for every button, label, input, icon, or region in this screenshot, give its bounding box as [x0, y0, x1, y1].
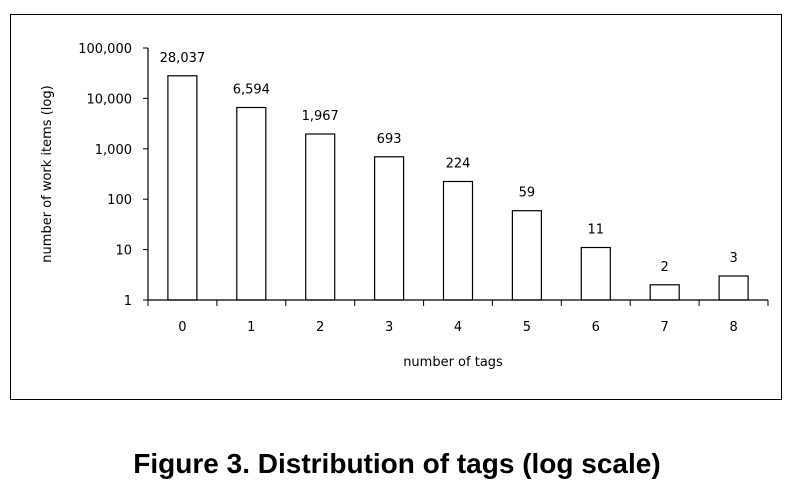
y-axis-title: number of work items (log) [40, 85, 55, 262]
value-label-7: 2 [661, 260, 669, 275]
value-label-3: 693 [377, 132, 402, 147]
bar-7 [649, 284, 680, 301]
x-axis-title: number of tags [403, 355, 503, 370]
figure-caption: Figure 3. Distribution of tags (log scal… [133, 448, 661, 479]
y-tick-label-2: 100 [107, 193, 132, 208]
value-label-6: 11 [588, 223, 605, 238]
y-tick-label-0: 1 [124, 294, 132, 309]
bar-8 [718, 275, 749, 301]
x-tick-label-4: 4 [454, 320, 462, 335]
bar-3 [374, 156, 405, 301]
value-label-5: 59 [519, 186, 536, 201]
value-label-2: 1,967 [302, 109, 339, 124]
x-tick-label-1: 1 [247, 320, 255, 335]
bar-2 [305, 133, 336, 301]
chart-frame [10, 14, 782, 400]
y-tick-label-3: 1,000 [95, 143, 132, 158]
y-tick-label-5: 100,000 [78, 42, 132, 57]
value-label-0: 28,037 [160, 51, 206, 66]
x-tick-label-7: 7 [661, 320, 669, 335]
x-tick-label-3: 3 [385, 320, 393, 335]
y-tick-label-1: 10 [115, 244, 132, 259]
bar-6 [580, 246, 611, 301]
bar-4 [442, 180, 474, 301]
x-tick-label-0: 0 [178, 320, 186, 335]
value-label-4: 224 [446, 157, 471, 172]
y-tick-label-4: 10,000 [87, 92, 133, 107]
x-tick-label-8: 8 [729, 320, 737, 335]
x-tick-label-5: 5 [523, 320, 531, 335]
bar-0 [167, 75, 198, 301]
x-tick-label-2: 2 [316, 320, 324, 335]
x-tick-label-6: 6 [592, 320, 600, 335]
value-label-8: 3 [729, 251, 737, 266]
value-label-1: 6,594 [233, 83, 270, 98]
bar-1 [236, 106, 267, 301]
bar-5 [511, 210, 543, 301]
bar-chart: 28,037 0 6,594 1 1,967 2 693 3 224 4 59 5 11 6 2 7 3 8 1 10… [40, 42, 769, 370]
